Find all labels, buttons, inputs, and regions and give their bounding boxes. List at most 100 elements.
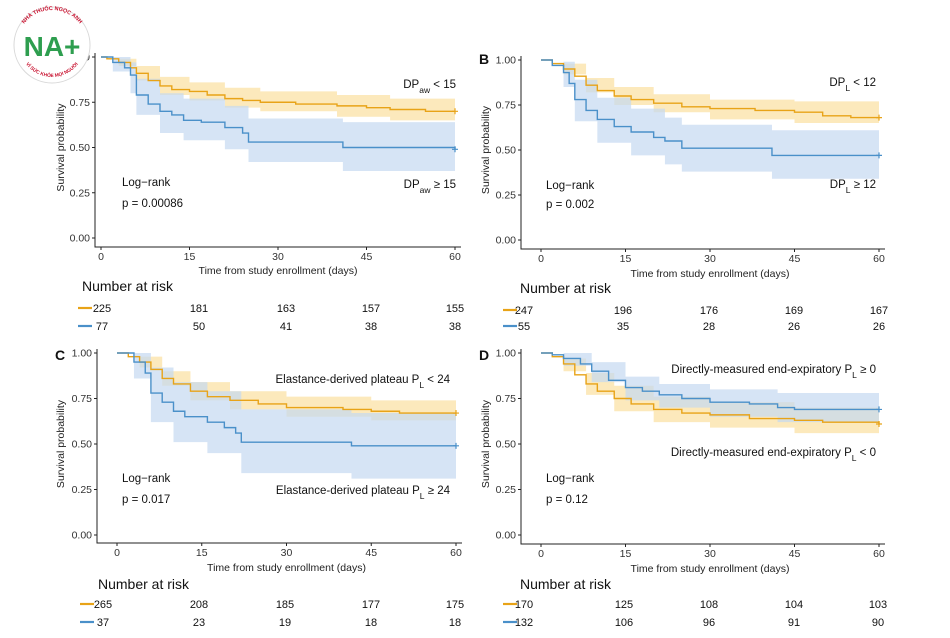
panel-c-xtick-label: 60 [450, 547, 462, 559]
panel-d-ytick-label: 0.75 [496, 393, 517, 405]
panel-b-xtick-label: 60 [873, 253, 885, 265]
panel-a-risk-title: Number at risk [82, 278, 174, 294]
panel-a-xtick-label: 45 [361, 251, 373, 263]
logo-mark: NA+ [24, 31, 81, 62]
panel-d-risk-value: 96 [703, 617, 715, 629]
panel-b-letter: B [479, 51, 489, 67]
panel-b-xtick-label: 15 [620, 253, 632, 265]
panel-c-risk-value: 208 [190, 599, 208, 611]
panel-d-risk-value: 103 [869, 599, 887, 611]
panel-d-xtick-label: 45 [789, 548, 801, 560]
panel-d-risk-value: 170 [515, 599, 533, 611]
panel-d-ci-band-2 [541, 353, 879, 424]
panel-c-risk-value: 37 [97, 617, 109, 629]
panel-c-curve-2 [117, 352, 456, 447]
panel-b-ylabel: Survival probability [480, 105, 492, 194]
panel-c-risk-value: 177 [362, 599, 380, 611]
panel-a-test-label: Log−rank [122, 177, 171, 189]
panel-a-risk-value: 157 [362, 303, 380, 315]
panel-a-censor-mark-2 [452, 146, 458, 153]
panel-d-censor-mark-1 [876, 420, 882, 427]
panel-d-pvalue: p = 0.12 [546, 494, 588, 506]
panel-b-risk-value: 169 [785, 305, 803, 317]
panel-c-censor-mark-2 [453, 442, 459, 449]
panel-a-risk-value: 38 [365, 321, 377, 333]
panel-b-risk-value: 196 [614, 305, 632, 317]
panel-d-ytick-label: 0.50 [496, 439, 517, 451]
panel-d-xtick-label: 15 [620, 548, 632, 560]
panel-a-risk-value: 41 [280, 321, 292, 333]
panel-c-risk-value: 18 [449, 617, 461, 629]
panel-a-ytick-label: 0.25 [70, 187, 91, 199]
panel-a-group-label-2: DPaw ≥ 15 [404, 179, 456, 195]
panel-d-ylabel: Survival probability [480, 399, 492, 488]
panel-a-axes [94, 53, 461, 248]
panel-a-ci-band-2 [101, 57, 455, 173]
panel-b-xtick-label: 30 [704, 253, 716, 265]
panel-d-axes [520, 349, 885, 545]
panel-c-risk-value: 18 [365, 617, 377, 629]
panel-b-xlabel: Time from study enrollment (days) [631, 268, 790, 280]
panel-c-risk-value: 19 [279, 617, 291, 629]
panel-b-risk-value: 55 [518, 321, 530, 333]
panel-a-risk-value: 163 [277, 303, 295, 315]
panel-a-risk-value: 50 [193, 321, 205, 333]
panel-b-xtick-label: 45 [789, 253, 801, 265]
panel-b-ci-band-2 [541, 60, 879, 179]
panel-a-group-label-1: DPaw < 15 [403, 79, 456, 95]
panel-d-xlabel: Time from study enrollment (days) [631, 563, 790, 575]
pharmacy-logo: NHÀ THUỐC NGỌC ANH VÌ SỨC KHỎE MỌI NGƯỜI… [13, 5, 91, 84]
panel-c-risk-value: 23 [193, 617, 205, 629]
panel-a-xtick-label: 0 [98, 251, 104, 263]
panel-c-xtick-label: 45 [365, 547, 377, 559]
panel-a-ytick-label: 0.75 [70, 97, 91, 109]
panel-b-group-label-1: DPL < 12 [829, 77, 876, 93]
panel-a-risk-value: 77 [96, 321, 108, 333]
panel-a-ytick-label: 0.00 [70, 233, 91, 245]
panel-b-pvalue: p = 0.002 [546, 199, 594, 211]
panel-b-risk-value: 167 [870, 305, 888, 317]
panel-b-curve-1 [541, 59, 879, 119]
panel-d-risk-value: 104 [785, 599, 803, 611]
panel-d-xtick-label: 0 [538, 548, 544, 560]
panel-d: D 0.00 0.25 0.50 0.75 1.00 0 15 30 45 60 Time from … [479, 347, 887, 629]
panel-b-risk-value: 26 [873, 321, 885, 333]
panel-b-group-label-2: DPL ≥ 12 [830, 179, 876, 195]
panel-d-risk-value: 91 [788, 617, 800, 629]
panel-d-xtick-label: 30 [704, 548, 716, 560]
panel-c-pvalue: p = 0.017 [122, 494, 170, 506]
panel-c-risk-value: 185 [276, 599, 294, 611]
panel-d-risk-value: 108 [700, 599, 718, 611]
panel-d-risk-title: Number at risk [520, 576, 612, 592]
panel-d-group-label-1: Directly-measured end-expiratory PL < 0 [671, 447, 876, 463]
panel-c-xtick-label: 30 [281, 547, 293, 559]
panel-c-ytick-label: 0.50 [72, 439, 93, 451]
panel-a-pvalue: p = 0.00086 [122, 198, 183, 210]
panel-d-ytick-label: 0.25 [496, 484, 517, 496]
panel-a-risk-value: 225 [93, 303, 111, 315]
panel-c-ytick-label: 1.00 [72, 348, 93, 360]
panel-a-xtick-label: 60 [449, 251, 461, 263]
panel-b-axes [520, 56, 885, 250]
panel-d-test-label: Log−rank [546, 473, 595, 485]
panel-b-ytick-label: 0.00 [496, 235, 517, 247]
panel-a-risk-value: 181 [190, 303, 208, 315]
panel-c-xtick-label: 0 [114, 547, 120, 559]
panel-c-ylabel: Survival probability [55, 399, 67, 488]
panel-a-ytick-label: 0.50 [70, 142, 91, 154]
panel-d-curve-1 [541, 352, 880, 424]
panel-b-test-label: Log−rank [546, 180, 595, 192]
panel-c-ytick-label: 0.00 [72, 530, 93, 542]
panel-b-censor-mark-2 [876, 152, 882, 159]
panel-d-risk-value: 125 [615, 599, 633, 611]
panel-b-curve-2 [541, 59, 879, 157]
panel-b-xtick-label: 0 [538, 253, 544, 265]
panel-a-curve-1 [101, 56, 455, 112]
panel-b-risk-title: Number at risk [520, 280, 612, 296]
panel-c-ytick-label: 0.75 [72, 393, 93, 405]
panel-c-risk-title: Number at risk [98, 576, 190, 592]
panel-d-group-label-2: Directly-measured end-expiratory PL ≥ 0 [671, 364, 876, 380]
panel-c-risk-value: 175 [446, 599, 464, 611]
